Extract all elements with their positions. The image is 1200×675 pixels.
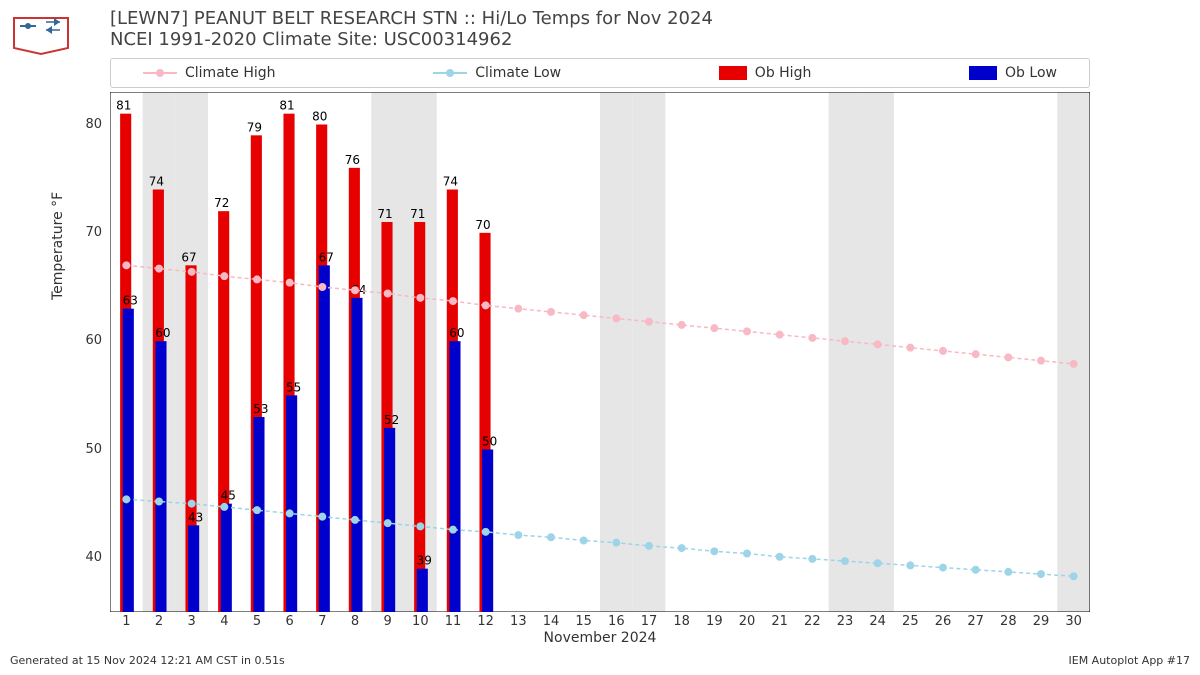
- x-tick-label: 17: [639, 614, 659, 629]
- svg-text:63: 63: [123, 294, 138, 308]
- svg-text:74: 74: [149, 175, 164, 189]
- legend-label: Climate High: [185, 65, 276, 81]
- svg-text:70: 70: [475, 218, 490, 232]
- svg-text:60: 60: [155, 326, 170, 340]
- chart-title-line1: [LEWN7] PEANUT BELT RESEARCH STN :: Hi/L…: [110, 8, 713, 29]
- svg-text:60: 60: [449, 326, 464, 340]
- svg-text:55: 55: [286, 380, 301, 394]
- svg-text:72: 72: [214, 196, 229, 210]
- legend-ob-high: Ob High: [719, 65, 812, 81]
- svg-text:39: 39: [417, 554, 432, 568]
- legend-label: Ob High: [755, 65, 812, 81]
- svg-text:74: 74: [443, 175, 458, 189]
- x-tick-label: 5: [247, 614, 267, 629]
- y-tick-label: 80: [72, 117, 102, 132]
- svg-text:71: 71: [377, 207, 392, 221]
- y-tick-label: 60: [72, 333, 102, 348]
- svg-text:81: 81: [279, 99, 294, 113]
- x-tick-label: 26: [933, 614, 953, 629]
- x-tick-label: 3: [182, 614, 202, 629]
- legend-ob-low: Ob Low: [969, 65, 1057, 81]
- x-tick-label: 15: [574, 614, 594, 629]
- legend-label: Ob Low: [1005, 65, 1057, 81]
- x-tick-label: 19: [704, 614, 724, 629]
- x-tick-label: 7: [312, 614, 332, 629]
- x-tick-label: 4: [214, 614, 234, 629]
- iem-logo: [6, 6, 76, 56]
- x-tick-label: 21: [770, 614, 790, 629]
- svg-text:80: 80: [312, 110, 327, 124]
- footer-app: IEM Autoplot App #17: [1069, 654, 1191, 667]
- svg-text:71: 71: [410, 207, 425, 221]
- y-tick-label: 50: [72, 442, 102, 457]
- x-tick-label: 28: [998, 614, 1018, 629]
- y-axis-label: Temperature °F: [50, 192, 66, 300]
- legend-label: Climate Low: [475, 65, 561, 81]
- x-tick-label: 18: [672, 614, 692, 629]
- chart-title-line2: NCEI 1991-2020 Climate Site: USC00314962: [110, 29, 713, 50]
- x-tick-label: 12: [476, 614, 496, 629]
- x-tick-label: 22: [802, 614, 822, 629]
- legend-climate-low: Climate Low: [433, 65, 561, 81]
- svg-text:43: 43: [188, 510, 203, 524]
- x-tick-label: 25: [900, 614, 920, 629]
- svg-text:81: 81: [116, 99, 131, 113]
- x-tick-label: 6: [280, 614, 300, 629]
- footer-generated: Generated at 15 Nov 2024 12:21 AM CST in…: [10, 654, 285, 667]
- x-tick-label: 10: [410, 614, 430, 629]
- svg-text:67: 67: [319, 250, 334, 264]
- svg-text:79: 79: [247, 120, 262, 134]
- x-tick-label: 27: [966, 614, 986, 629]
- x-tick-label: 20: [737, 614, 757, 629]
- y-tick-label: 70: [72, 225, 102, 240]
- svg-text:45: 45: [221, 489, 236, 503]
- svg-text:76: 76: [345, 153, 360, 167]
- y-tick-label: 40: [72, 550, 102, 565]
- x-tick-label: 8: [345, 614, 365, 629]
- x-tick-label: 2: [149, 614, 169, 629]
- svg-text:53: 53: [253, 402, 268, 416]
- x-tick-label: 11: [443, 614, 463, 629]
- x-tick-label: 16: [606, 614, 626, 629]
- x-tick-label: 13: [508, 614, 528, 629]
- chart-plot-area: 8174677279818076717174706360434553556764…: [110, 92, 1090, 612]
- x-axis-label: November 2024: [110, 630, 1090, 646]
- x-tick-label: 24: [868, 614, 888, 629]
- legend: Climate High Climate Low Ob High Ob Low: [110, 58, 1090, 88]
- x-tick-label: 14: [541, 614, 561, 629]
- x-tick-label: 9: [378, 614, 398, 629]
- svg-text:67: 67: [181, 250, 196, 264]
- svg-text:50: 50: [482, 435, 497, 449]
- x-tick-label: 29: [1031, 614, 1051, 629]
- x-tick-label: 1: [116, 614, 136, 629]
- svg-text:52: 52: [384, 413, 399, 427]
- legend-climate-high: Climate High: [143, 65, 276, 81]
- x-tick-label: 23: [835, 614, 855, 629]
- x-tick-label: 30: [1064, 614, 1084, 629]
